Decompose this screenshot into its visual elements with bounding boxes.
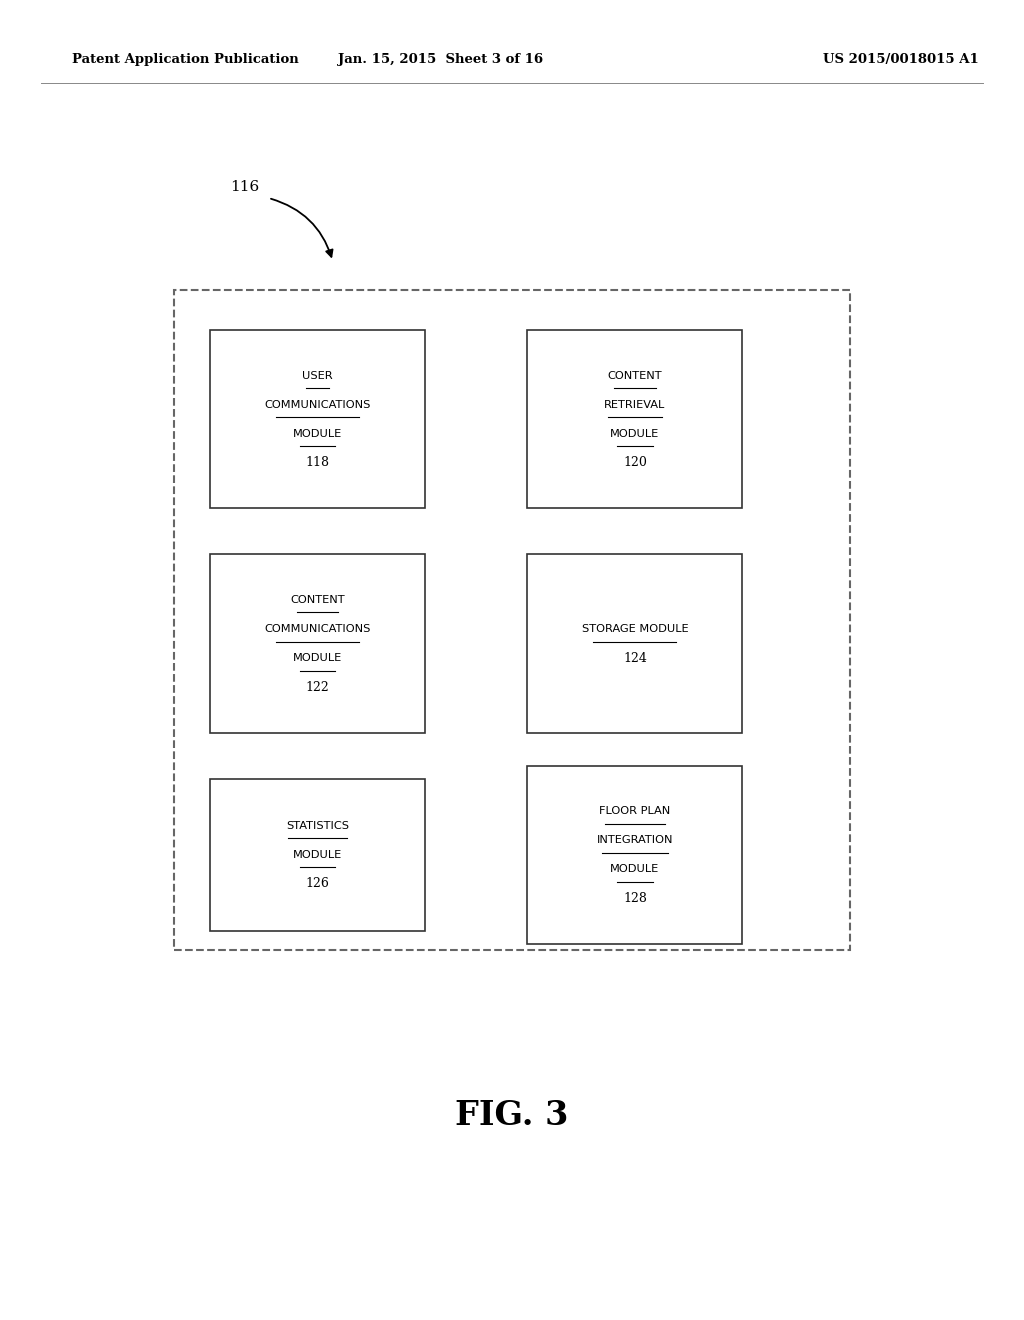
Text: MODULE: MODULE bbox=[293, 653, 342, 663]
Text: 124: 124 bbox=[623, 652, 647, 664]
Text: CONTENT: CONTENT bbox=[607, 371, 663, 380]
Text: Patent Application Publication: Patent Application Publication bbox=[72, 53, 298, 66]
Text: 122: 122 bbox=[305, 681, 330, 693]
Bar bbox=[210, 554, 425, 733]
Text: 120: 120 bbox=[623, 457, 647, 469]
Text: FLOOR PLAN: FLOOR PLAN bbox=[599, 807, 671, 816]
Text: STATISTICS: STATISTICS bbox=[286, 821, 349, 830]
Text: INTEGRATION: INTEGRATION bbox=[597, 836, 673, 845]
Text: COMMUNICATIONS: COMMUNICATIONS bbox=[264, 624, 371, 634]
FancyArrowPatch shape bbox=[271, 199, 333, 257]
Text: MODULE: MODULE bbox=[610, 865, 659, 874]
Text: 116: 116 bbox=[230, 181, 260, 194]
Bar bbox=[527, 554, 742, 733]
Text: RETRIEVAL: RETRIEVAL bbox=[604, 400, 666, 409]
Text: US 2015/0018015 A1: US 2015/0018015 A1 bbox=[823, 53, 979, 66]
Text: 128: 128 bbox=[623, 892, 647, 904]
Text: MODULE: MODULE bbox=[293, 850, 342, 859]
Text: MODULE: MODULE bbox=[293, 429, 342, 438]
Text: COMMUNICATIONS: COMMUNICATIONS bbox=[264, 400, 371, 409]
Text: CONTENT: CONTENT bbox=[290, 595, 345, 605]
Text: STORAGE MODULE: STORAGE MODULE bbox=[582, 624, 688, 634]
Bar bbox=[210, 330, 425, 508]
Text: FIG. 3: FIG. 3 bbox=[456, 1098, 568, 1133]
Bar bbox=[174, 290, 850, 950]
Text: 118: 118 bbox=[305, 457, 330, 469]
Bar bbox=[527, 766, 742, 944]
Text: Jan. 15, 2015  Sheet 3 of 16: Jan. 15, 2015 Sheet 3 of 16 bbox=[338, 53, 543, 66]
Bar bbox=[210, 779, 425, 931]
Text: 126: 126 bbox=[305, 878, 330, 890]
Text: USER: USER bbox=[302, 371, 333, 380]
Text: MODULE: MODULE bbox=[610, 429, 659, 438]
Bar bbox=[527, 330, 742, 508]
